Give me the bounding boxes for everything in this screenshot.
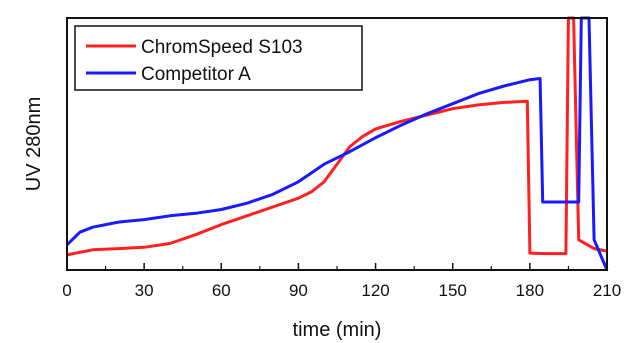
x-axis-ticks: 0 30 60 90 120 150 180 210 <box>62 263 621 300</box>
x-tick-label: 210 <box>593 281 621 300</box>
chart-legend: ChromSpeed S103 Competitor A <box>74 25 363 91</box>
legend-label-competitor-a: Competitor A <box>141 64 251 85</box>
legend-box <box>74 25 363 91</box>
x-tick-label: 120 <box>361 281 389 300</box>
x-tick-label: 30 <box>135 281 154 300</box>
series-line-competitor-a <box>65 16 609 271</box>
x-tick-label: 0 <box>62 281 71 300</box>
x-tick-label: 180 <box>516 281 544 300</box>
y-axis-title: UV 280nm <box>23 97 45 192</box>
series-line-chromspeed-s103 <box>66 16 608 257</box>
x-tick-label: 150 <box>439 281 467 300</box>
legend-label-chromspeed-s103: ChromSpeed S103 <box>141 37 303 58</box>
series-lines-layer <box>65 16 609 271</box>
x-axis-title: time (min) <box>293 319 382 341</box>
x-tick-label: 60 <box>212 281 231 300</box>
x-tick-label: 90 <box>289 281 308 300</box>
